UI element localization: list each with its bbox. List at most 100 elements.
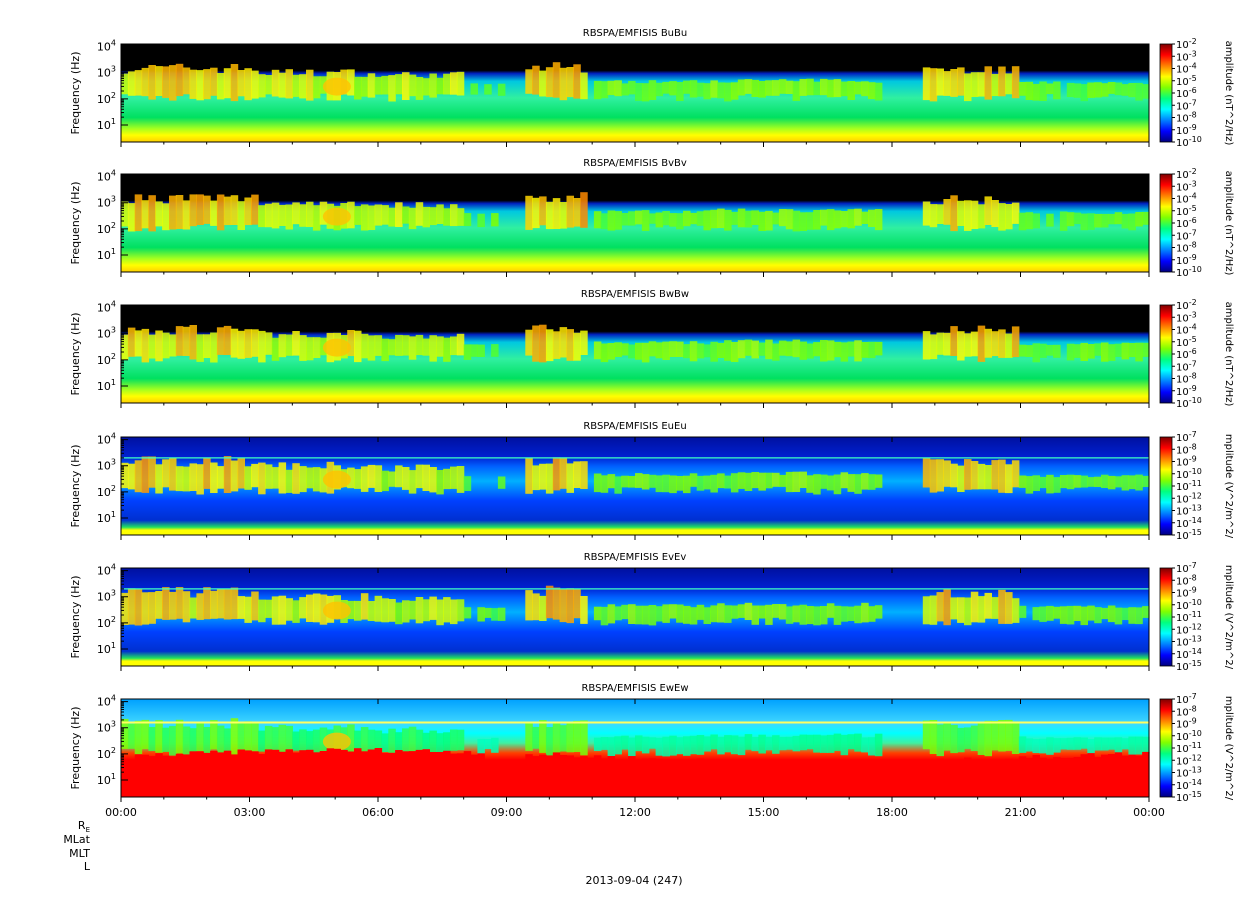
spectrogram-emission-column [676, 341, 684, 357]
spectrogram-emission-column [244, 721, 252, 756]
spectrogram-intense-band [1094, 757, 1102, 797]
spectrogram-emission-column [840, 734, 849, 756]
spectrogram-emission-column [1094, 343, 1102, 356]
spectrogram-emission-column [1128, 213, 1136, 231]
spectrogram-emission-column [196, 722, 204, 751]
spectrogram-emission-column [121, 334, 129, 360]
spectrogram-emission-column [388, 599, 396, 622]
spectrogram-emission-column [182, 591, 191, 623]
spectrogram-emission-column [134, 588, 143, 626]
spectrogram-emission-column [874, 605, 883, 619]
spectrogram-emission-column [559, 457, 568, 489]
spectrogram-emission-column [998, 459, 1006, 493]
spectrogram-emission-column [847, 734, 855, 750]
spectrogram-emission-column [676, 476, 684, 491]
spectrogram-emission-column [381, 75, 389, 95]
spectrogram-intense-band [566, 755, 574, 797]
spectrogram-emission-column [237, 330, 245, 359]
spectrogram-emission-column [196, 464, 204, 495]
spectrogram-emission-column [861, 342, 869, 358]
spectrogram-emission-column [237, 201, 245, 230]
spectrogram-emission-column [1032, 83, 1040, 101]
spectrogram-emission-column [1087, 477, 1095, 487]
spectrogram-emission-column [436, 336, 444, 357]
spectrogram-emission-column [833, 733, 842, 751]
spectrogram-emission-column [950, 597, 958, 620]
spectrogram-emission-column [436, 599, 444, 626]
spectrogram-emission-column [998, 66, 1006, 97]
spectrogram-emission-column [614, 80, 622, 97]
spectrogram-emission-column [1046, 83, 1054, 95]
spectrogram-emission-column [1066, 605, 1075, 625]
spectrogram-emission-column [374, 595, 383, 622]
spectrogram-intense-band [203, 752, 211, 797]
spectrogram-emission-column [141, 719, 150, 750]
spectrogram-emission-column [847, 209, 855, 229]
spectrogram-emission-column [689, 473, 698, 487]
panel-title: RBSPA/EMFISIS BwBw [581, 289, 689, 300]
spectrogram-emission-column [641, 736, 650, 754]
spectrogram-emission-column [1018, 82, 1027, 96]
spectrogram-emission-column [772, 735, 780, 754]
colorbar-label: amplitude (nT^2/Hz) [1223, 171, 1234, 276]
spectrogram-emission-column [312, 467, 321, 492]
spectrogram-emission-column [730, 82, 739, 100]
spectrogram-emission-column [360, 593, 369, 620]
spectrogram-emission-column [223, 325, 232, 355]
spectrogram-emission-column [354, 76, 362, 100]
spectrogram-emission-column [717, 473, 725, 489]
spectrogram-emission-column [258, 74, 266, 98]
spectrogram-emission-column [669, 81, 677, 96]
spectrogram-emission-column [251, 70, 259, 99]
spectrogram-intense-band [258, 754, 266, 797]
spectrogram-emission-column [278, 724, 287, 756]
spectrogram-intense-band [1142, 751, 1150, 797]
spectrogram-emission-column [1094, 607, 1102, 624]
spectrogram-emission-column [1121, 84, 1130, 96]
spectrogram-emission-column [203, 587, 211, 620]
spectrogram-intense-band [991, 760, 999, 797]
spectrogram-emission-column [141, 456, 150, 493]
spectrogram-panel-5: RBSPA/EMFISIS EvEv Frequency (Hz) 101 102 10… [69, 552, 1234, 673]
spectrogram-emission-column [573, 198, 581, 227]
spectrogram-emission-column [189, 597, 197, 619]
y-tick-label: 104 [97, 694, 116, 709]
spectrogram-emission-column [1059, 475, 1068, 489]
spectrogram-emission-column [134, 460, 143, 493]
spectrogram-emission-column [1135, 212, 1143, 227]
spectrogram-emission-column [141, 592, 150, 625]
spectrogram-emission-column [758, 734, 766, 754]
spectrogram-emission-column [285, 204, 293, 230]
spectrogram-emission-column [456, 729, 465, 751]
spectrogram-emission-column [408, 726, 417, 754]
spectrogram-intense-band [943, 761, 951, 797]
spectrogram-emission-column [1128, 736, 1136, 757]
spectrogram-emission-column [470, 83, 478, 95]
spectrogram-emission-column [127, 327, 136, 357]
spectrogram-emission-column [285, 469, 293, 493]
spectrogram-emission-column [1032, 475, 1040, 491]
spectrogram-emission-column [463, 476, 472, 491]
spectrogram-emission-column [991, 331, 999, 357]
spectrogram-emission-column [1101, 737, 1109, 751]
y-tick-label: 102 [97, 91, 116, 106]
spectrogram-emission-column [868, 209, 876, 227]
spectrogram-emission-column [724, 82, 732, 102]
spectrogram-emission-column [1066, 474, 1075, 490]
spectrogram-emission-column [1101, 213, 1109, 228]
spectrogram-intense-band [552, 752, 561, 797]
spectrogram-intense-band [148, 756, 156, 797]
spectrogram-emission-column [374, 465, 383, 492]
colorbar-tick-label: 10-10 [1176, 396, 1202, 410]
spectrogram-emission-column [223, 456, 232, 493]
spectrogram-emission-column [593, 80, 602, 100]
spectrogram-emission-column [833, 341, 842, 358]
spectrogram-emission-column [593, 211, 602, 229]
spectrogram-emission-column [539, 463, 547, 490]
spectrogram-emission-column [491, 737, 499, 753]
y-axis-label: Frequency (Hz) [69, 182, 82, 265]
spectrogram-emission-column [751, 736, 759, 752]
spectrogram-emission-column [1066, 343, 1075, 361]
spectrogram-emission-column [271, 69, 280, 97]
spectrogram-emission-column [772, 604, 780, 618]
